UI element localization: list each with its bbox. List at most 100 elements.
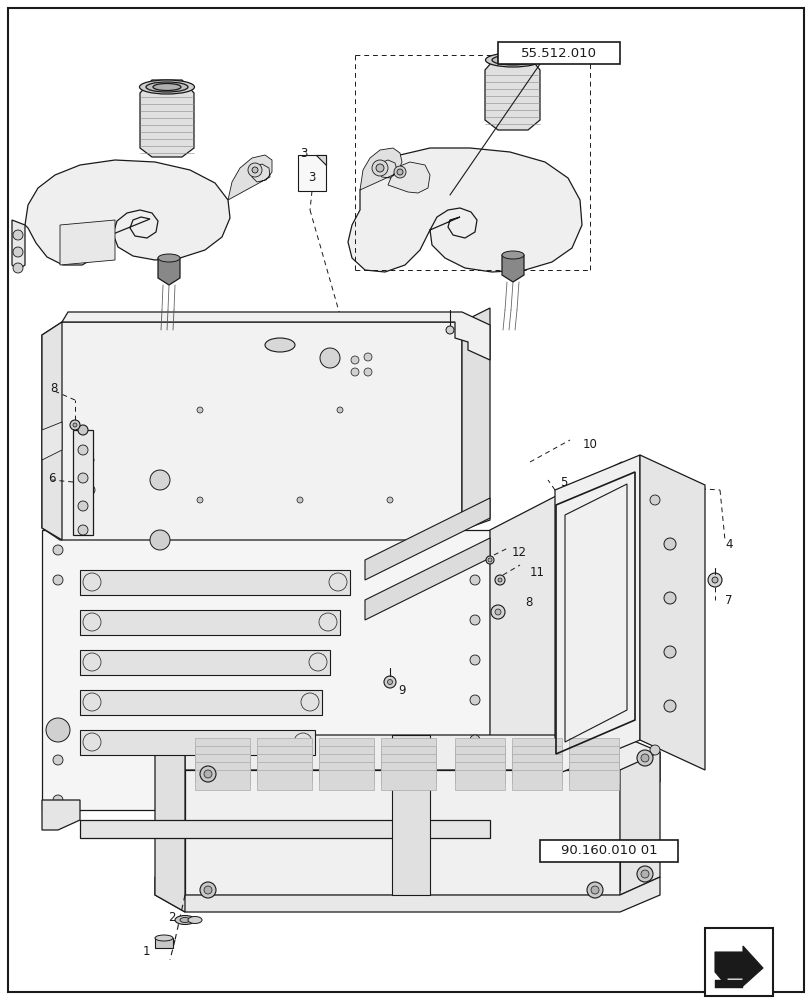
Circle shape xyxy=(320,348,340,368)
Polygon shape xyxy=(257,770,311,790)
Circle shape xyxy=(197,407,203,413)
Polygon shape xyxy=(80,820,489,838)
Circle shape xyxy=(649,745,659,755)
Text: 8: 8 xyxy=(525,595,532,608)
Ellipse shape xyxy=(175,915,195,924)
Circle shape xyxy=(640,870,648,878)
Circle shape xyxy=(150,530,169,550)
Polygon shape xyxy=(554,455,639,775)
Polygon shape xyxy=(60,220,115,265)
Circle shape xyxy=(13,247,23,257)
Circle shape xyxy=(470,655,479,665)
Polygon shape xyxy=(512,746,561,766)
Polygon shape xyxy=(42,322,62,540)
Circle shape xyxy=(663,700,676,712)
Ellipse shape xyxy=(188,916,202,923)
Circle shape xyxy=(350,356,358,364)
Circle shape xyxy=(86,456,94,464)
Polygon shape xyxy=(569,762,618,782)
Polygon shape xyxy=(42,322,461,540)
Bar xyxy=(539,840,677,862)
Text: 3: 3 xyxy=(308,171,315,184)
Circle shape xyxy=(78,473,88,483)
Polygon shape xyxy=(512,770,561,790)
Polygon shape xyxy=(155,877,659,912)
Circle shape xyxy=(470,575,479,585)
Circle shape xyxy=(73,423,77,427)
Polygon shape xyxy=(315,155,325,165)
Text: 7: 7 xyxy=(724,593,732,606)
Circle shape xyxy=(83,693,101,711)
Circle shape xyxy=(78,425,88,435)
Circle shape xyxy=(393,166,406,178)
Text: 12: 12 xyxy=(512,546,526,558)
Circle shape xyxy=(640,754,648,762)
Polygon shape xyxy=(319,738,374,758)
Polygon shape xyxy=(365,498,489,580)
Polygon shape xyxy=(512,762,561,782)
Polygon shape xyxy=(257,746,311,766)
Polygon shape xyxy=(257,762,311,782)
Polygon shape xyxy=(25,160,230,265)
Polygon shape xyxy=(392,735,430,895)
Polygon shape xyxy=(461,308,489,530)
Circle shape xyxy=(294,733,311,751)
Circle shape xyxy=(328,573,346,591)
Circle shape xyxy=(590,886,599,894)
Circle shape xyxy=(319,613,337,631)
Ellipse shape xyxy=(155,935,173,941)
Circle shape xyxy=(85,485,95,495)
Ellipse shape xyxy=(139,80,195,94)
Circle shape xyxy=(70,420,80,430)
Polygon shape xyxy=(512,738,561,758)
Circle shape xyxy=(53,545,63,555)
Polygon shape xyxy=(569,746,618,766)
Polygon shape xyxy=(380,762,436,782)
Polygon shape xyxy=(489,462,621,810)
Polygon shape xyxy=(298,155,325,191)
Circle shape xyxy=(470,615,479,625)
Polygon shape xyxy=(228,155,272,200)
Polygon shape xyxy=(380,738,436,758)
Circle shape xyxy=(397,169,402,175)
Polygon shape xyxy=(42,530,489,810)
Circle shape xyxy=(363,353,371,361)
Polygon shape xyxy=(195,762,250,782)
Ellipse shape xyxy=(180,917,190,922)
Circle shape xyxy=(495,575,504,585)
Circle shape xyxy=(53,755,63,765)
Ellipse shape xyxy=(499,57,526,64)
Polygon shape xyxy=(319,754,374,774)
Text: 3: 3 xyxy=(299,147,307,160)
Polygon shape xyxy=(12,220,25,270)
Polygon shape xyxy=(62,312,489,360)
Circle shape xyxy=(384,676,396,688)
Circle shape xyxy=(251,167,258,173)
Circle shape xyxy=(204,886,212,894)
Text: 1: 1 xyxy=(143,945,150,958)
Circle shape xyxy=(83,733,101,751)
Ellipse shape xyxy=(152,84,181,91)
Circle shape xyxy=(350,368,358,376)
Circle shape xyxy=(247,163,262,177)
Circle shape xyxy=(13,230,23,240)
Circle shape xyxy=(83,653,101,671)
Polygon shape xyxy=(501,255,523,282)
Circle shape xyxy=(636,866,652,882)
Polygon shape xyxy=(195,770,250,790)
Circle shape xyxy=(297,497,303,503)
Bar xyxy=(497,42,620,64)
Circle shape xyxy=(309,653,327,671)
Circle shape xyxy=(470,695,479,705)
Circle shape xyxy=(491,605,504,619)
Circle shape xyxy=(150,470,169,490)
Circle shape xyxy=(470,735,479,745)
Ellipse shape xyxy=(491,55,534,65)
Circle shape xyxy=(83,573,101,591)
Polygon shape xyxy=(139,80,194,157)
Polygon shape xyxy=(257,754,311,774)
Polygon shape xyxy=(195,754,250,774)
Polygon shape xyxy=(80,570,350,595)
Circle shape xyxy=(78,525,88,535)
Polygon shape xyxy=(319,746,374,766)
